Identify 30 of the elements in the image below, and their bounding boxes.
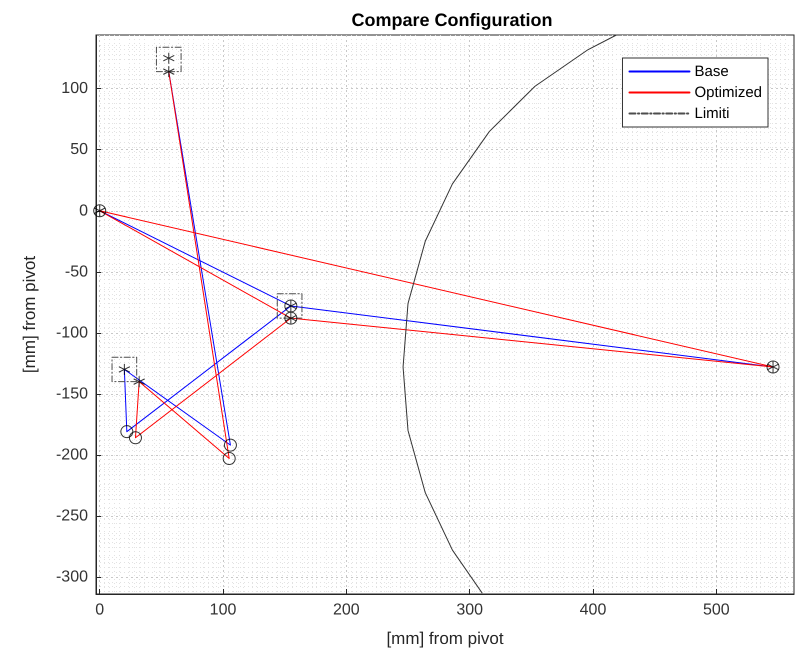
y-tick-label: 50 bbox=[70, 141, 88, 158]
y-tick-label: 0 bbox=[79, 202, 88, 220]
x-axis-title: [mm] from pivot bbox=[386, 629, 504, 648]
point bbox=[162, 66, 175, 78]
y-tick-label: 100 bbox=[61, 80, 88, 98]
y-tick-label: -200 bbox=[56, 446, 88, 464]
y-axis-title: [mm] from pivot bbox=[20, 256, 39, 374]
y-tick-label: -300 bbox=[56, 568, 88, 586]
point bbox=[222, 452, 236, 466]
legend-label: Base bbox=[694, 63, 729, 80]
y-tick-label: -150 bbox=[56, 385, 88, 402]
y-tick-label: -250 bbox=[56, 507, 88, 524]
x-tick-label: 300 bbox=[456, 602, 484, 618]
point bbox=[224, 438, 237, 452]
point bbox=[162, 52, 175, 64]
x-tick-label: 400 bbox=[580, 602, 606, 618]
x-tick-label: 500 bbox=[702, 602, 730, 618]
x-tick-label: 100 bbox=[210, 602, 236, 618]
legend-label: Limiti bbox=[694, 105, 730, 122]
x-tick-label: 200 bbox=[332, 602, 360, 618]
point bbox=[118, 363, 130, 376]
point bbox=[128, 431, 142, 444]
chart-title: Compare Configuration bbox=[352, 10, 552, 30]
y-tick-label: -100 bbox=[56, 324, 88, 342]
line-series bbox=[402, 34, 617, 594]
legend-label: Optimized bbox=[694, 84, 762, 101]
x-tick-label: 0 bbox=[95, 602, 104, 618]
y-tick-label: -50 bbox=[64, 263, 88, 280]
point bbox=[133, 376, 146, 388]
point bbox=[120, 425, 134, 438]
